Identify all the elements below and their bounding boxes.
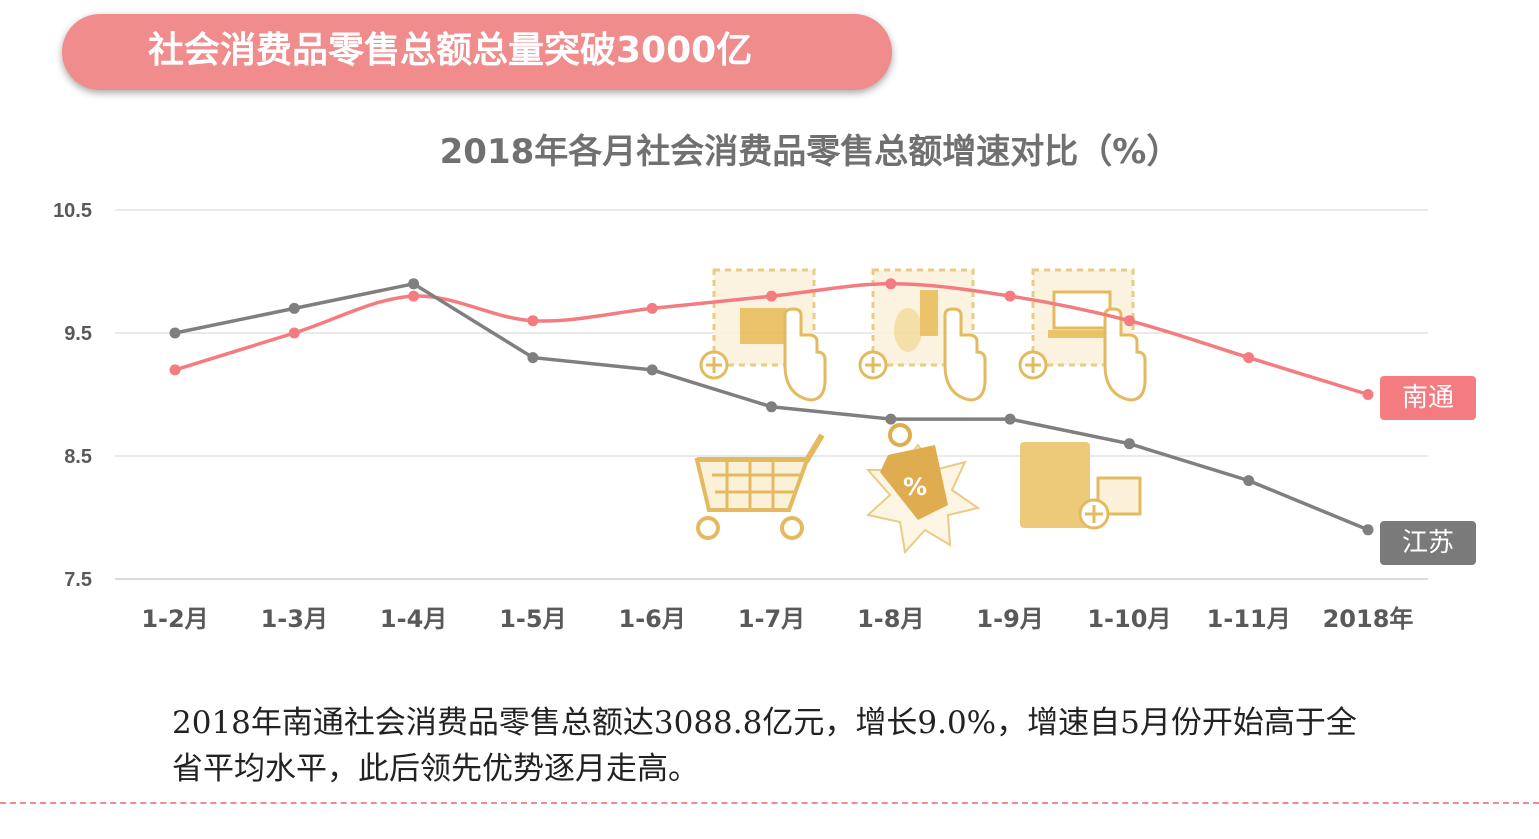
title-banner: 社会消费品零售总额总量突破3000亿 (62, 14, 892, 90)
data-point (766, 401, 777, 413)
banner-title: 社会消费品零售总额总量突破3000亿 (148, 30, 753, 71)
data-point (288, 327, 300, 339)
legend-nantong: 南通 (1380, 376, 1476, 420)
x-tick-label: 1-7月 (738, 605, 805, 633)
gift-bag-click-icon (699, 268, 827, 402)
svg-text:%: % (903, 473, 927, 501)
data-point (527, 352, 539, 364)
x-axis-ticks: 1-2月 1-3月 1-4月 1-5月 1-6月 1-7月 1-8月 1-9月 1-10月 1-1… (141, 605, 1413, 633)
laptop-click-icon (1018, 268, 1147, 402)
decor-icons: % (694, 268, 1147, 555)
chart-series (169, 278, 1374, 536)
x-tick-label: 1-6月 (619, 605, 686, 633)
x-tick-label: 1-2月 (141, 605, 208, 633)
y-tick-label: 8.5 (64, 446, 92, 468)
x-tick-label: 1-4月 (380, 605, 447, 633)
y-tick-label: 7.5 (64, 569, 92, 591)
data-point (1123, 438, 1135, 450)
gift-box-icon (1020, 442, 1142, 530)
chart-title: 2018年各月社会消费品零售总额增速对比（%） (439, 132, 1181, 172)
x-tick-label: 1-9月 (976, 605, 1043, 633)
data-point (288, 302, 300, 314)
x-tick-label: 1-3月 (261, 605, 328, 633)
shopping-cart-icon (694, 433, 825, 540)
wine-bread-click-icon (858, 268, 987, 402)
data-point (408, 290, 420, 302)
data-point (527, 315, 539, 327)
data-point (766, 290, 777, 302)
data-point (169, 327, 181, 339)
x-tick-label: 1-11月 (1207, 605, 1291, 633)
x-tick-label: 1-10月 (1087, 605, 1171, 633)
data-point (1362, 389, 1374, 400)
data-point (646, 364, 658, 376)
data-point (1004, 413, 1016, 425)
y-tick-label: 10.5 (53, 200, 92, 222)
divider-line (0, 802, 1539, 804)
x-tick-label: 1-5月 (499, 605, 566, 633)
y-axis-ticks: 10.5 9.5 8.5 7.5 (53, 200, 92, 591)
data-point (1362, 524, 1374, 536)
data-point (169, 364, 181, 376)
data-point (1243, 352, 1255, 364)
discount-tag-icon: % (865, 423, 981, 555)
data-point (1123, 315, 1135, 327)
legend-jiangsu: 江苏 (1380, 521, 1476, 565)
data-point (1004, 290, 1016, 302)
data-point (646, 302, 658, 314)
y-tick-label: 9.5 (64, 323, 92, 345)
chart-grid (115, 209, 1428, 580)
description-text: 2018年南通社会消费品零售总额达3088.8亿元，增长9.0%，增速自5月份开… (172, 705, 1357, 787)
data-point (885, 278, 897, 290)
x-tick-label: 1-8月 (857, 605, 924, 633)
data-point (408, 278, 420, 290)
data-point (1243, 475, 1255, 487)
x-tick-label: 2018年 (1323, 605, 1414, 633)
data-point (885, 413, 897, 425)
